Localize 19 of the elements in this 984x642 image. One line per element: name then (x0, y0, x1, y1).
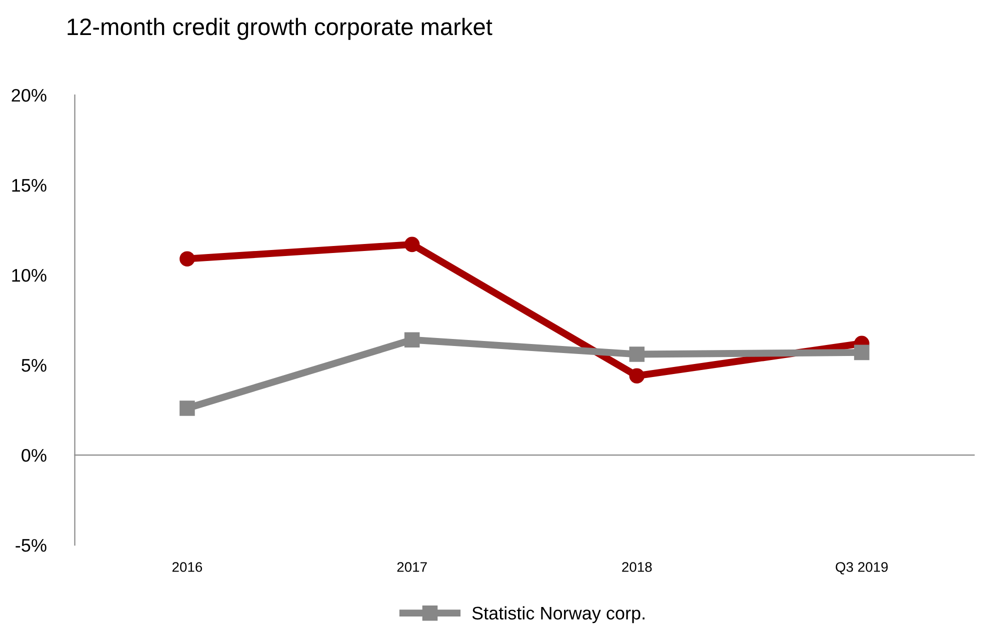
point (180, 251, 195, 266)
x-tick-label: 2016 (172, 562, 202, 572)
x-tick-label: Q3 2019 (836, 562, 888, 574)
y-tick-label: -5% (16, 539, 46, 552)
point (629, 368, 645, 384)
point (404, 236, 420, 252)
x-tick-label: 2018 (622, 562, 652, 572)
y-tick-label: 10% (12, 268, 46, 282)
chart-title: 12-month credit growth corporate market (68, 18, 492, 40)
point (180, 400, 195, 416)
point (854, 344, 870, 360)
x-tick-label: 2017 (397, 562, 427, 572)
y-tick-label: 20% (12, 88, 46, 102)
point (404, 332, 420, 348)
y-tick-label: 5% (22, 359, 46, 372)
point (629, 346, 645, 362)
y-tick-label: 0% (22, 448, 46, 462)
y-tick-label: 15% (12, 179, 46, 192)
legend-label: Statistic Norway corp. (472, 606, 644, 624)
